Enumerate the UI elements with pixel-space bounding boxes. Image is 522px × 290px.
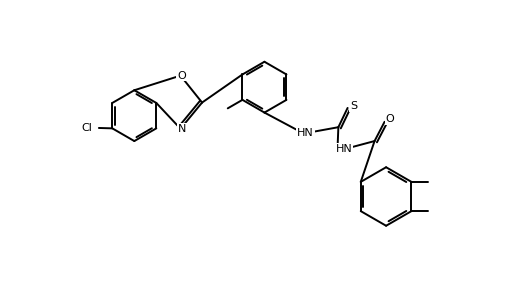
Text: O: O [386,115,394,124]
Text: HN: HN [335,144,352,154]
Text: HN: HN [297,128,314,138]
Text: S: S [350,101,358,111]
Text: Cl: Cl [81,123,92,133]
Text: O: O [177,70,186,81]
Text: N: N [178,124,186,134]
